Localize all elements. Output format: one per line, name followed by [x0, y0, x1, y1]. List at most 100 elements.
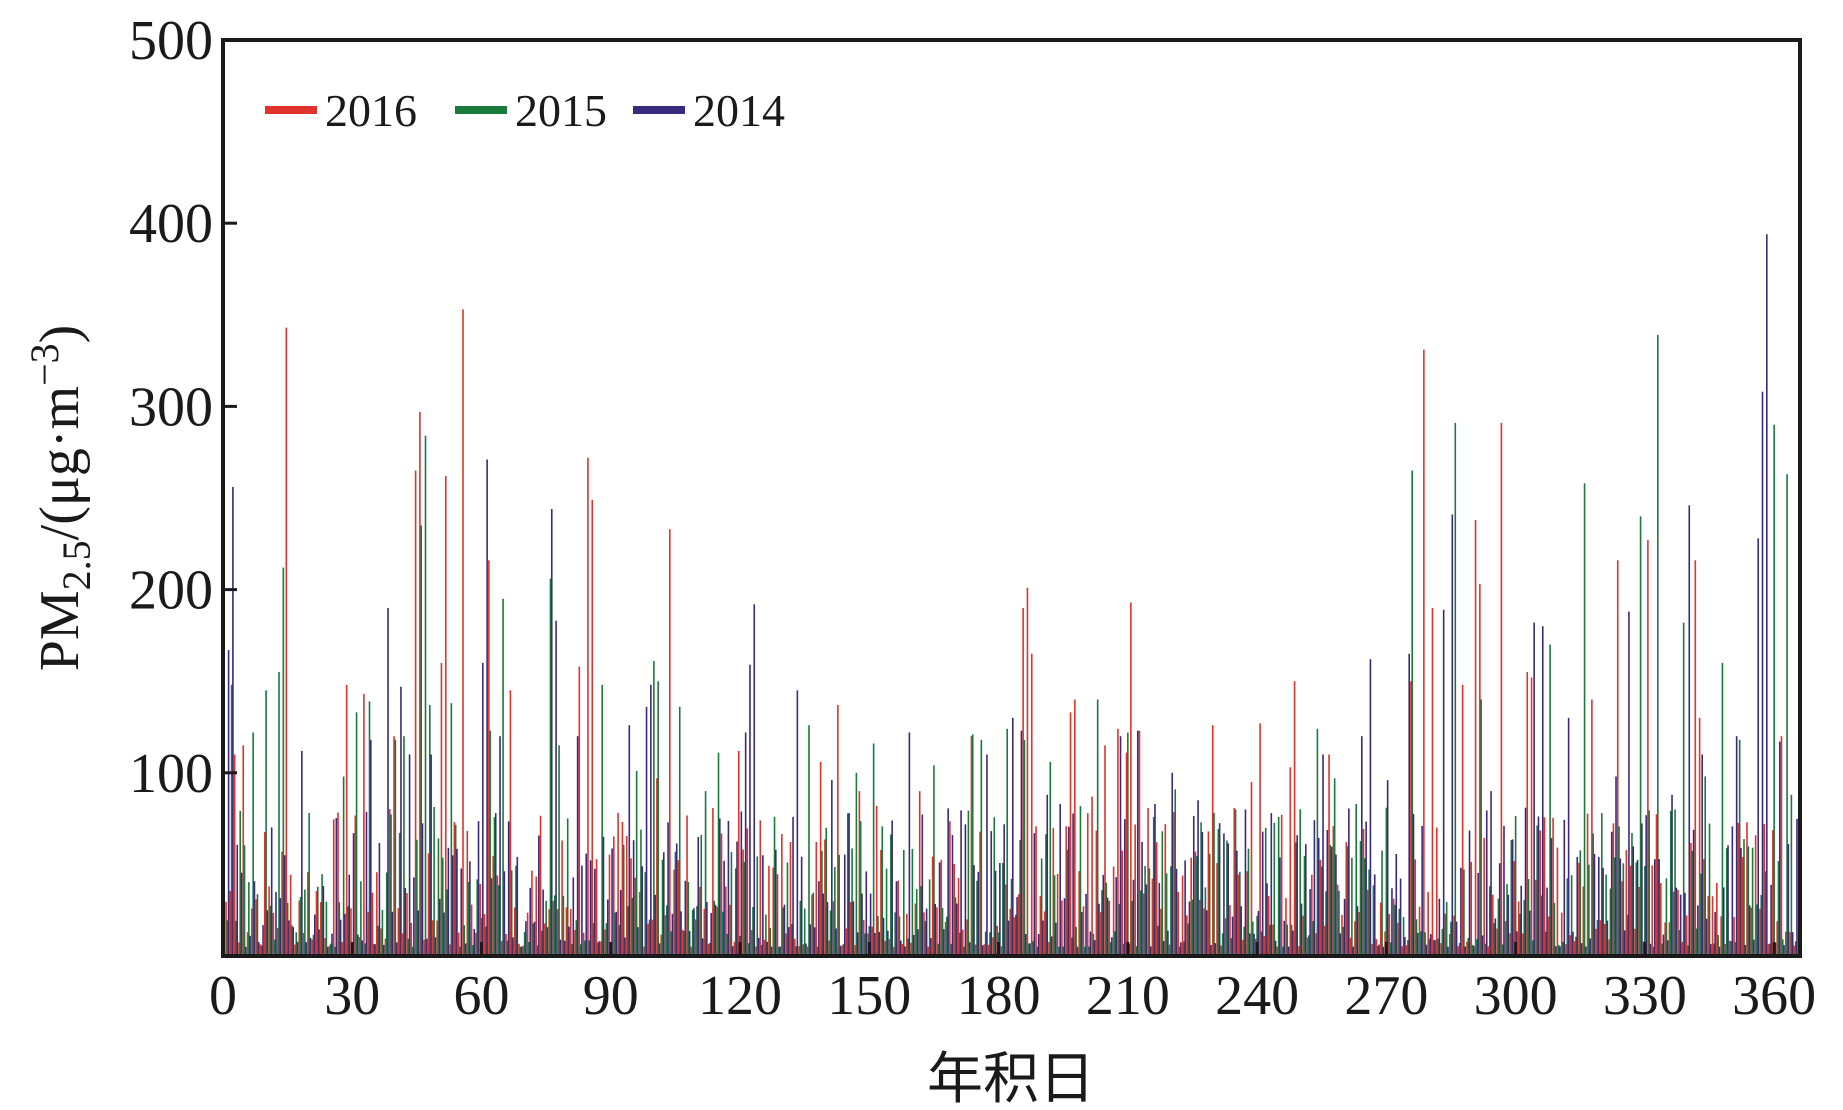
bar-2016-day-186	[1022, 607, 1024, 956]
bar-2015-day-252	[1308, 935, 1310, 956]
bar-2016-day-314	[1573, 941, 1576, 956]
bar-2014-day-38	[387, 607, 389, 956]
bar-2015-day-341	[1691, 850, 1694, 956]
bar-2014-day-316	[1585, 946, 1587, 956]
bar-2015-day-14	[282, 567, 285, 956]
bar-2016-day-215	[1147, 808, 1149, 956]
bar-2015-day-73	[536, 945, 539, 956]
bar-2016-day-307	[1543, 817, 1546, 956]
bar-2016-day-69	[518, 943, 520, 956]
bar-2016-day-122	[746, 828, 749, 956]
bar-2014-day-346	[1714, 911, 1716, 956]
bar-2016-day-190	[1039, 896, 1042, 956]
bar-2015-day-61	[485, 926, 487, 956]
bar-2015-day-232	[1221, 933, 1224, 956]
bar-2016-day-106	[677, 860, 680, 956]
bar-2014-day-141	[831, 780, 833, 956]
bar-2014-day-70	[525, 921, 527, 956]
bar-2014-day-81	[572, 877, 575, 956]
bar-2014-day-23	[322, 886, 325, 956]
bar-2016-day-71	[526, 912, 529, 956]
bar-2015-day-199	[1079, 806, 1082, 956]
bar-2014-day-85	[589, 860, 592, 956]
bar-2016-day-348	[1720, 916, 1722, 956]
bar-2015-day-16	[291, 925, 293, 956]
bar-2014-day-122	[749, 664, 751, 956]
bar-2015-day-258	[1333, 778, 1336, 956]
bar-2014-day-184	[1016, 897, 1018, 956]
bar-2016-day-259	[1336, 884, 1339, 956]
bar-2015-day-210	[1127, 732, 1129, 956]
bar-2015-day-143	[838, 854, 840, 956]
bar-2015-day-117	[726, 933, 728, 956]
bar-2016-day-93	[621, 821, 624, 956]
bar-2015-day-299	[1510, 840, 1513, 956]
bar-2016-day-358	[1763, 824, 1766, 956]
bar-2015-day-240	[1256, 915, 1258, 956]
bar-2014-day-260	[1343, 898, 1346, 956]
bar-2016-day-78	[556, 909, 559, 956]
bar-2016-day-73	[535, 876, 538, 956]
bar-2014-day-357	[1761, 391, 1764, 956]
bar-2015-day-151	[872, 743, 875, 956]
bar-2014-day-157	[899, 940, 902, 956]
bar-2015-day-215	[1148, 868, 1151, 956]
bar-2016-day-94	[625, 835, 628, 956]
bar-2016-day-344	[1703, 859, 1705, 956]
bar-2015-day-159	[907, 938, 909, 956]
bar-2015-day-303	[1527, 879, 1530, 956]
bar-2014-day-351	[1735, 736, 1738, 956]
bar-2016-day-360	[1772, 830, 1774, 956]
bar-2015-day-132	[790, 924, 793, 956]
bar-2016-day-194	[1056, 873, 1059, 956]
bar-2015-day-268	[1376, 945, 1379, 956]
bar-2014-day-323	[1615, 776, 1617, 956]
bar-2015-day-170	[954, 897, 957, 956]
bar-2016-day-29	[345, 684, 348, 956]
bar-2015-day-112	[704, 791, 707, 956]
bar-2014-day-123	[753, 604, 756, 956]
bar-2015-day-74	[541, 930, 543, 956]
bar-2015-day-79	[562, 896, 565, 956]
bar-2015-day-130	[782, 907, 784, 956]
bar-2014-day-181	[1003, 824, 1005, 956]
bar-2015-day-313	[1570, 875, 1573, 956]
bar-2014-day-285	[1451, 514, 1454, 956]
bar-2014-day-319	[1597, 856, 1600, 956]
bar-2016-day-185	[1018, 894, 1020, 956]
bar-2015-day-351	[1734, 942, 1737, 956]
bar-2016-day-210	[1125, 752, 1128, 956]
bars-layer	[225, 234, 1798, 957]
bar-2015-day-169	[950, 943, 952, 956]
bar-2014-day-362	[1783, 945, 1785, 956]
bar-2015-day-190	[1040, 858, 1043, 956]
bar-2016-day-295	[1491, 894, 1494, 956]
bar-2016-day-67	[509, 690, 512, 956]
bar-2016-day-57	[466, 831, 469, 956]
bar-2014-day-253	[1313, 820, 1316, 956]
bar-2016-day-303	[1526, 672, 1529, 956]
bar-2016-day-123	[750, 930, 753, 956]
bar-2016-day-340	[1685, 915, 1688, 956]
bar-2014-day-321	[1606, 920, 1609, 956]
bar-2014-day-217	[1158, 883, 1161, 956]
bar-2014-day-117	[727, 820, 730, 956]
bar-2014-day-66	[507, 821, 510, 956]
bar-2016-day-232	[1220, 945, 1223, 956]
bar-2014-day-187	[1029, 943, 1031, 956]
bar-2016-day-66	[505, 933, 507, 956]
bar-2016-day-11	[268, 886, 270, 956]
bar-2016-day-111	[699, 886, 701, 956]
bar-2014-day-130	[783, 904, 786, 956]
bar-2015-day-362	[1781, 939, 1784, 956]
bar-2016-day-309	[1552, 817, 1554, 956]
bar-2015-day-77	[553, 895, 556, 956]
bar-2016-day-148	[858, 791, 861, 956]
bar-2016-day-220	[1168, 944, 1171, 956]
bar-2014-day-151	[874, 932, 876, 956]
bar-2015-day-279	[1424, 932, 1426, 956]
bar-2014-day-308	[1550, 838, 1553, 956]
bar-2016-day-104	[669, 529, 671, 956]
bar-2016-day-327	[1629, 865, 1632, 956]
